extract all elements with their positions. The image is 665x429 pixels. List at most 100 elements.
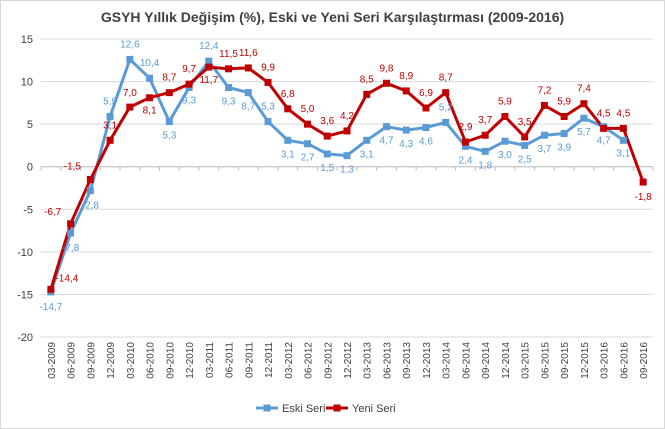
data-point [481,131,489,139]
data-point [146,74,154,82]
x-tick-label: 09-2011 [244,342,255,378]
data-label: 3,7 [537,144,551,155]
data-label: 11,7 [199,75,218,86]
data-label: 8,7 [162,73,176,84]
data-label: 5,9 [103,96,117,107]
data-label: 4,3 [399,139,413,150]
chart-title: GSYH Yıllık Değişim (%), Eski ve Yeni Se… [100,9,565,25]
y-tick-label: 10 [21,77,33,89]
x-tick-label: 03-2012 [284,342,295,379]
data-label: 3,6 [320,116,334,127]
x-tick-label: 09-2013 [402,342,413,379]
data-label: 4,5 [597,108,611,119]
x-tick-label: 09-2015 [560,342,571,379]
x-tick-label: 09-2010 [165,342,176,379]
data-label: 11,5 [219,49,238,60]
x-tick-label: 09-2016 [639,342,650,379]
data-point [343,127,351,135]
data-label: -14,4 [55,273,78,284]
x-tick-label: 06-2012 [304,342,315,379]
data-label: 4,7 [597,136,611,147]
data-point [442,89,450,97]
data-point [323,150,331,158]
data-label: 8,5 [360,74,374,85]
data-label: -1,8 [635,192,653,203]
x-axis: 03-2009 06-2009 09-2009 12-2009 03-2010 06-20… [40,166,654,379]
data-point [284,105,292,113]
data-label: 12,6 [120,39,140,50]
data-label: 2,5 [518,154,532,165]
data-point [304,120,312,128]
data-label: 4,6 [419,137,433,148]
y-tick-label: 15 [21,34,33,46]
data-point [106,136,114,144]
data-point [165,89,173,97]
data-point [323,132,331,140]
data-point [501,112,509,120]
data-label: 5,2 [439,102,453,113]
x-tick-label: 12-2014 [501,342,512,379]
data-point [521,141,529,149]
legend-label: Eski Seri [282,403,325,415]
x-tick-label: 09-2012 [323,342,334,379]
data-label: 3,7 [478,115,492,126]
data-label: 4,5 [616,108,630,119]
data-point [560,130,568,138]
data-label: 9,9 [261,62,275,73]
data-point [363,90,371,98]
data-label: 5,9 [498,96,512,107]
data-point [540,101,548,109]
data-point [106,112,114,120]
data-label: 7,2 [537,85,551,96]
data-label: 3,1 [616,148,630,159]
y-tick-label: -5 [23,204,33,216]
data-point [382,79,390,87]
legend-marker [263,404,271,412]
data-label: 7,4 [577,84,591,95]
data-label: 12,4 [199,41,219,52]
data-point [146,94,154,102]
x-tick-label: 03-2016 [600,342,611,379]
x-tick-label: 09-2009 [86,342,97,379]
x-tick-label: 03-2010 [126,342,137,379]
data-labels: -14,7 -7,8 -2,8 5,9 12,610,4 5,3 9,3 12,4 9,3 8,7… [39,39,652,312]
data-point [619,136,627,144]
x-tick-label: 12-2012 [343,342,354,379]
legend: Eski Seri Yeni Seri [256,403,396,415]
data-point [126,103,134,111]
y-tick-label: 5 [27,119,33,131]
data-label: 3,0 [498,150,512,161]
data-point [422,104,430,112]
data-label: 9,8 [380,63,394,74]
data-point [540,131,548,139]
x-tick-label: 06-2011 [225,342,236,378]
data-label: 9,3 [222,97,236,108]
x-tick-label: 03-2013 [363,342,374,379]
data-label: 3,5 [518,117,532,128]
x-tick-label: 03-2014 [442,342,453,379]
data-label: -1,5 [64,161,82,172]
data-point [86,187,94,195]
data-point [264,118,272,126]
data-point [442,118,450,126]
data-label: 4,2 [340,111,354,122]
data-point [402,126,410,134]
data-point [363,136,371,144]
data-point [501,137,509,145]
data-point [343,152,351,160]
data-label: -7,8 [62,243,80,254]
data-label: 5,7 [577,127,591,138]
data-point [402,87,410,95]
y-axis: -20 -15 -10 -5 0 5 10 15 [17,34,33,344]
data-label: 3,1 [281,149,295,160]
data-point [244,64,252,72]
series-markers [47,55,647,296]
y-tick-label: -20 [17,332,33,344]
data-point [264,78,272,86]
data-point [639,178,647,186]
data-point [47,285,55,293]
data-label: 7,0 [123,88,137,99]
y-tick-label: 0 [27,162,33,174]
